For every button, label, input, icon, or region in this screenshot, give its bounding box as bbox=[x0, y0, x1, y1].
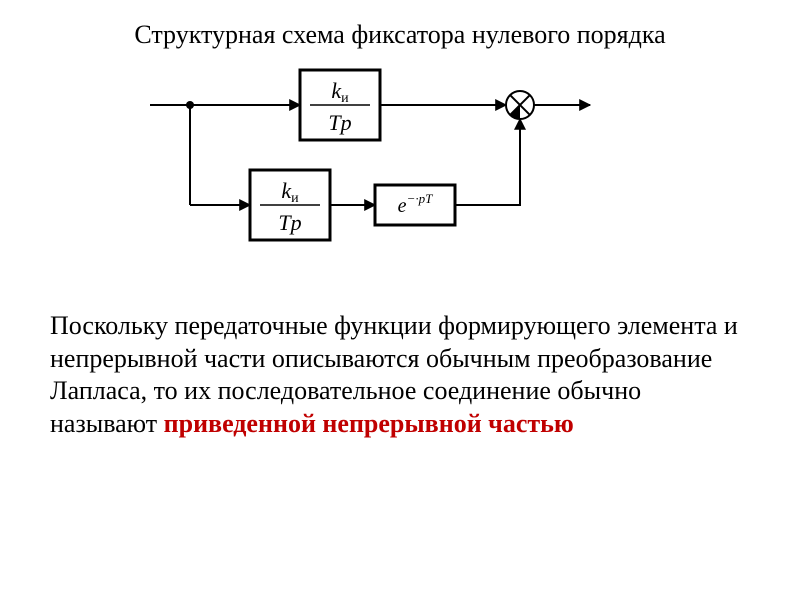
block-diagram: kи Tp kи Tp e−·pT bbox=[150, 60, 650, 260]
body-paragraph: Поскольку передаточные функции формирующ… bbox=[50, 310, 750, 440]
branch-node bbox=[186, 101, 194, 109]
paragraph-highlight: приведенной непрерывной частью bbox=[164, 409, 574, 438]
block-bottom-left: kи Tp bbox=[250, 170, 330, 240]
block-top-denominator: Tp bbox=[328, 110, 351, 135]
block-top: kи Tp bbox=[300, 70, 380, 140]
summing-junction bbox=[506, 91, 534, 119]
block-bl-denominator: Tp bbox=[278, 210, 301, 235]
diagram-svg: kи Tp kи Tp e−·pT bbox=[150, 60, 650, 260]
page: Структурная схема фиксатора нулевого пор… bbox=[0, 0, 800, 600]
block-bottom-right: e−·pT bbox=[375, 185, 455, 225]
signal-br-to-sum bbox=[455, 119, 520, 205]
page-title: Структурная схема фиксатора нулевого пор… bbox=[0, 20, 800, 50]
